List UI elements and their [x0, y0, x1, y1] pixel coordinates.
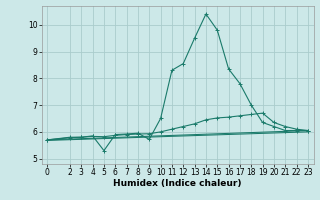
X-axis label: Humidex (Indice chaleur): Humidex (Indice chaleur) [113, 179, 242, 188]
